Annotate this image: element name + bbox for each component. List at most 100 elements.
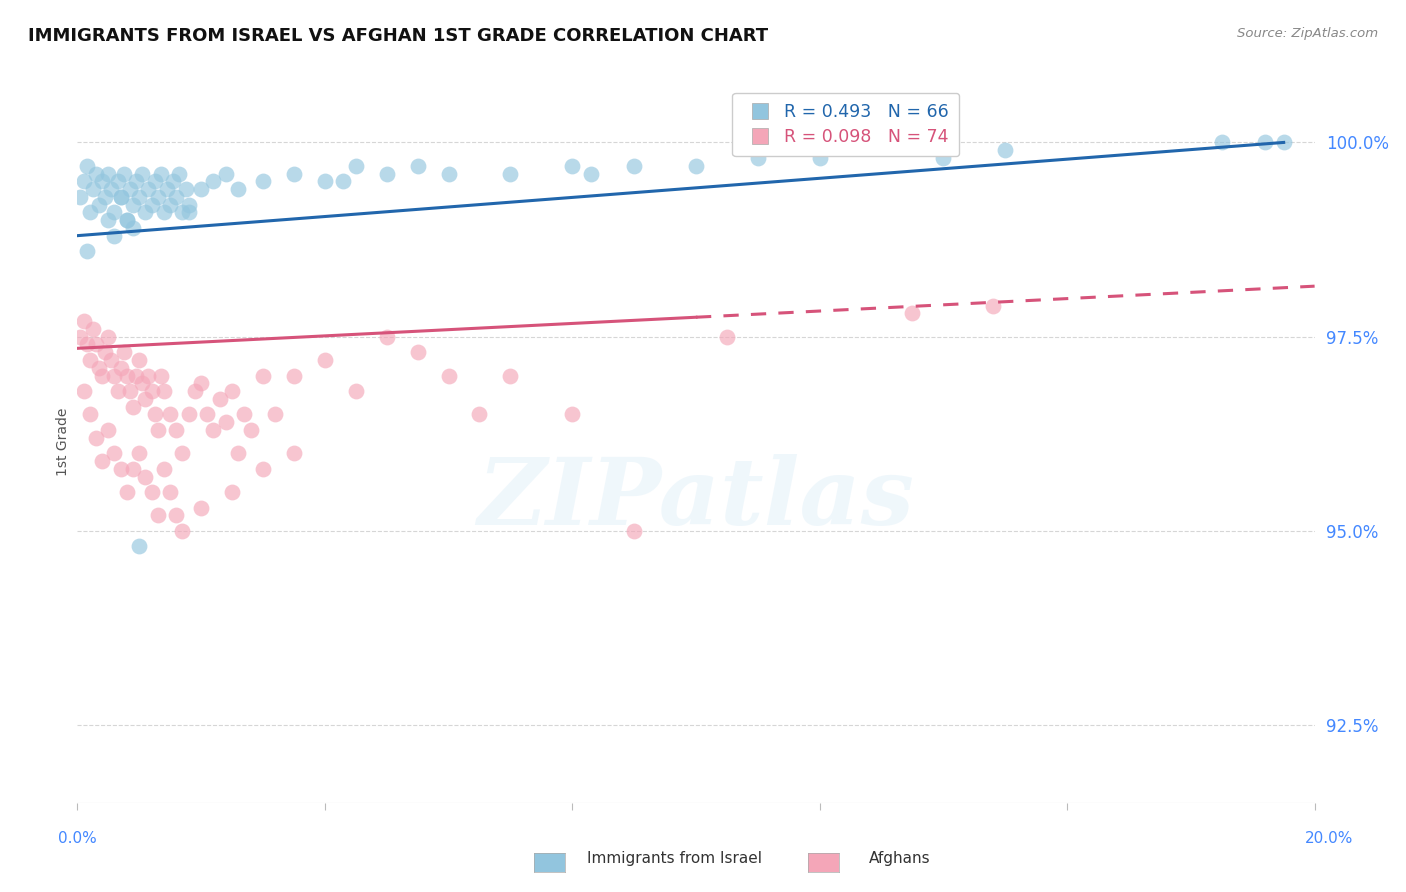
Point <box>146 508 169 523</box>
Point <box>165 508 187 523</box>
Point <box>190 376 212 391</box>
Point <box>215 167 238 181</box>
Point <box>69 190 91 204</box>
Point <box>233 408 256 422</box>
Point <box>141 197 163 211</box>
Point <box>716 329 738 343</box>
Point <box>122 197 145 211</box>
Point <box>112 167 135 181</box>
Point <box>103 228 125 243</box>
Point <box>110 190 132 204</box>
Point <box>264 408 287 422</box>
Point <box>172 524 194 538</box>
Point <box>190 500 212 515</box>
Point <box>72 384 94 398</box>
Point <box>134 205 156 219</box>
Point <box>128 446 150 460</box>
Point <box>375 167 398 181</box>
Point <box>79 408 101 422</box>
Text: IMMIGRANTS FROM ISRAEL VS AFGHAN 1ST GRADE CORRELATION CHART: IMMIGRANTS FROM ISRAEL VS AFGHAN 1ST GRA… <box>28 27 768 45</box>
Text: Afghans: Afghans <box>869 852 931 866</box>
Point <box>1211 136 1233 150</box>
Point <box>226 182 249 196</box>
Point <box>138 182 160 196</box>
Point <box>437 368 460 383</box>
Point <box>375 329 398 343</box>
Point <box>91 368 114 383</box>
Point <box>131 167 153 181</box>
Point <box>165 423 187 437</box>
Point <box>239 423 262 437</box>
Point <box>623 524 645 538</box>
Point <box>932 151 955 165</box>
Point <box>468 408 491 422</box>
Point <box>110 461 132 475</box>
Point <box>76 159 98 173</box>
Point <box>97 329 120 343</box>
Point <box>112 345 135 359</box>
Point <box>174 182 197 196</box>
Point <box>314 174 336 188</box>
Point <box>82 182 104 196</box>
Point <box>97 213 120 227</box>
Point <box>115 213 138 227</box>
Text: Immigrants from Israel: Immigrants from Israel <box>588 852 762 866</box>
Point <box>82 322 104 336</box>
Point <box>134 469 156 483</box>
Point <box>143 408 166 422</box>
Point <box>344 159 367 173</box>
Point <box>177 205 200 219</box>
Point <box>84 337 107 351</box>
Point <box>115 368 138 383</box>
Point <box>159 197 181 211</box>
Point <box>226 446 249 460</box>
Point <box>76 244 98 259</box>
Point <box>579 167 602 181</box>
Y-axis label: 1st Grade: 1st Grade <box>56 408 70 475</box>
Point <box>437 167 460 181</box>
Point <box>103 446 125 460</box>
Point <box>215 415 238 429</box>
Point <box>125 368 148 383</box>
Point <box>202 174 225 188</box>
Point <box>177 197 200 211</box>
Point <box>146 423 169 437</box>
Point <box>190 182 212 196</box>
Point <box>79 353 101 368</box>
Point <box>128 540 150 554</box>
Point <box>69 329 91 343</box>
Point <box>165 190 187 204</box>
Point <box>153 205 176 219</box>
Point <box>221 485 243 500</box>
Point <box>153 384 176 398</box>
Point <box>134 392 156 406</box>
Point <box>994 143 1017 157</box>
Point <box>202 423 225 437</box>
Point <box>149 167 172 181</box>
Legend: R = 0.493   N = 66, R = 0.098   N = 74: R = 0.493 N = 66, R = 0.098 N = 74 <box>733 93 959 156</box>
Point <box>1254 136 1277 150</box>
Point <box>131 376 153 391</box>
Point <box>115 213 138 227</box>
Point <box>146 190 169 204</box>
Point <box>561 159 583 173</box>
Point <box>141 384 163 398</box>
Point <box>122 461 145 475</box>
Point <box>118 182 141 196</box>
Point <box>314 353 336 368</box>
Text: 0.0%: 0.0% <box>58 831 97 846</box>
Point <box>128 190 150 204</box>
Point <box>91 174 114 188</box>
Point <box>252 368 274 383</box>
Point <box>623 159 645 173</box>
Point <box>143 174 166 188</box>
Point <box>100 353 122 368</box>
Point <box>97 423 120 437</box>
Point <box>499 368 522 383</box>
Point <box>84 431 107 445</box>
Point <box>149 368 172 383</box>
Point <box>103 205 125 219</box>
Point <box>110 190 132 204</box>
Point <box>195 408 218 422</box>
Point <box>128 353 150 368</box>
